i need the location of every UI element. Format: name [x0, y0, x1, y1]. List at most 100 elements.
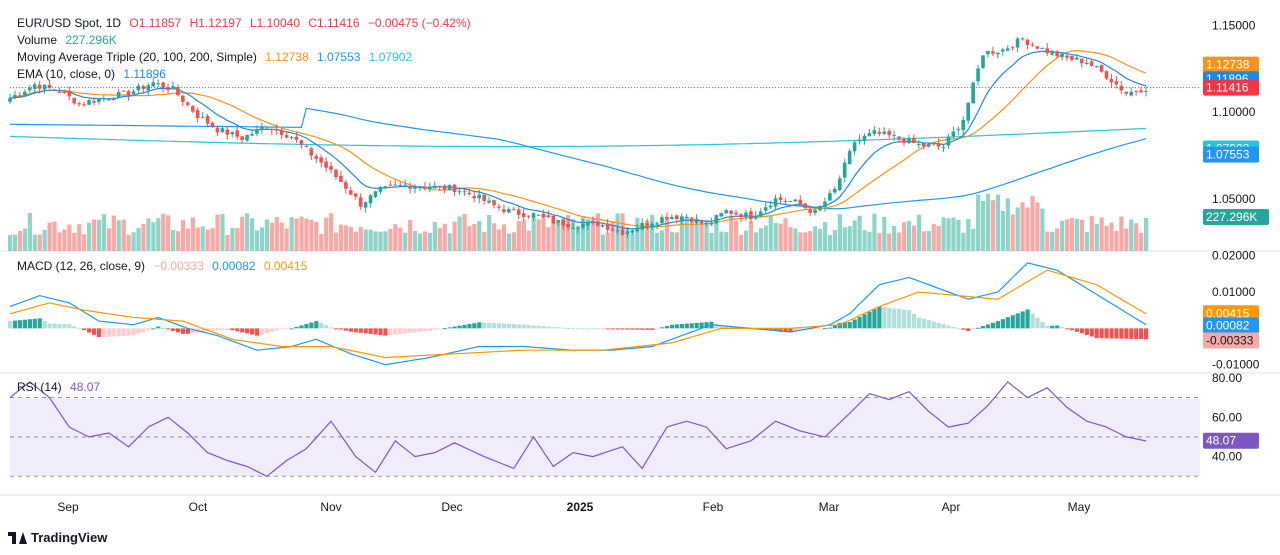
volume-bar — [91, 219, 97, 251]
volume-bar — [976, 194, 981, 251]
time-axis-label: Apr — [942, 500, 961, 514]
macd-histogram-bar — [511, 324, 516, 329]
macd-histogram-bar — [966, 328, 971, 332]
volume-bar — [679, 216, 684, 251]
candle-body — [116, 92, 121, 98]
candle-body — [961, 119, 966, 131]
macd-histogram-bar — [793, 328, 798, 332]
candle-body — [1089, 61, 1094, 66]
logo-text: TradingView — [31, 530, 108, 545]
volume-bar — [1055, 228, 1060, 251]
macd-histogram-bar — [1104, 328, 1109, 339]
macd-histogram-bar — [225, 328, 230, 331]
macd-histogram-bar — [892, 308, 897, 329]
volume-bar — [294, 218, 299, 251]
volume-bar — [403, 232, 408, 251]
volume-bar — [916, 214, 921, 251]
macd-histogram-bar — [1025, 309, 1030, 329]
volume-bar — [758, 228, 763, 251]
macd-histogram-bar — [1089, 328, 1094, 337]
macd-histogram-bar — [151, 328, 156, 330]
volume-bar — [985, 193, 991, 251]
volume-bar — [348, 226, 353, 251]
candle-body — [1030, 44, 1035, 46]
volume-bar — [383, 231, 388, 251]
macd-histogram-bar — [57, 323, 62, 329]
candle-body — [32, 84, 37, 89]
volume-bar — [259, 227, 265, 251]
macd-histogram-bar — [462, 324, 467, 329]
candle-body — [428, 187, 432, 190]
axis-value-tag-text: 1.12738 — [1206, 58, 1250, 72]
candle-body — [956, 129, 961, 131]
volume-bar — [299, 216, 304, 251]
volume-bar — [556, 222, 561, 251]
macd-histogram-bar — [659, 327, 665, 329]
candle-body — [260, 127, 264, 129]
volume-bar — [734, 220, 739, 251]
macd-histogram-bar — [827, 327, 833, 329]
ma20-value: 1.12738 — [265, 50, 309, 64]
candle-body — [1035, 46, 1040, 49]
volume-bar — [516, 220, 521, 251]
macd-histogram-bar — [818, 328, 823, 330]
macd-histogram-bar — [393, 328, 398, 335]
candle-body — [674, 215, 679, 220]
candle-body — [556, 220, 561, 223]
candle-body — [650, 223, 654, 228]
volume-bar — [906, 220, 912, 251]
macd-line-value: 0.00082 — [212, 259, 256, 273]
volume-bar — [946, 218, 951, 251]
macd-histogram-bar — [719, 325, 724, 329]
macd-histogram-bar — [8, 321, 13, 329]
volume-bar — [210, 228, 215, 251]
volume-bar — [487, 214, 492, 251]
macd-histogram-bar — [52, 323, 57, 329]
macd-histogram-bar — [990, 322, 996, 329]
volume-bar — [269, 222, 274, 251]
candle-body — [679, 216, 684, 221]
volume-bar — [1010, 214, 1015, 251]
volume-bar — [546, 227, 551, 251]
volume-bar — [62, 229, 67, 251]
macd-histogram-bar — [185, 328, 191, 334]
macd-histogram-bar — [734, 327, 739, 329]
volume-bar — [813, 226, 818, 251]
volume-bar — [1079, 219, 1084, 251]
candle-body — [181, 95, 185, 102]
volume-bar — [422, 231, 428, 251]
ma20-line — [9, 49, 1147, 228]
candle-body — [1119, 85, 1124, 91]
candle-body — [941, 147, 946, 149]
candle-body — [729, 210, 733, 214]
macd-histogram-bar — [995, 321, 1001, 329]
candle-body — [106, 99, 111, 101]
candle-body — [457, 191, 462, 193]
candle-body — [1045, 48, 1050, 54]
candle-body — [907, 138, 911, 144]
volume-bar — [1119, 216, 1124, 251]
macd-histogram-bar — [1050, 325, 1055, 329]
candle-body — [576, 227, 580, 229]
candle-body — [413, 186, 417, 189]
candle-body — [467, 192, 472, 195]
macd-histogram-bar — [398, 328, 403, 334]
volume-bar — [116, 220, 121, 251]
tradingview-logo[interactable]: TradingView — [8, 530, 107, 545]
macd-histogram-bar — [1069, 328, 1075, 331]
volume-bar — [161, 213, 166, 251]
volume-bar — [77, 224, 82, 251]
candle-body — [447, 184, 452, 191]
candle-body — [763, 207, 768, 211]
candle-body — [921, 143, 926, 147]
macd-histogram-bar — [442, 328, 447, 330]
volume-bar — [783, 218, 788, 251]
candle-body — [1015, 38, 1020, 48]
candle-body — [1005, 48, 1010, 51]
ohlc-low: L1.10040 — [249, 16, 301, 30]
candle-body — [877, 131, 882, 134]
candle-body — [714, 215, 719, 224]
macd-axis-label: 0.01000 — [1212, 285, 1256, 299]
candle-body — [1050, 51, 1054, 55]
